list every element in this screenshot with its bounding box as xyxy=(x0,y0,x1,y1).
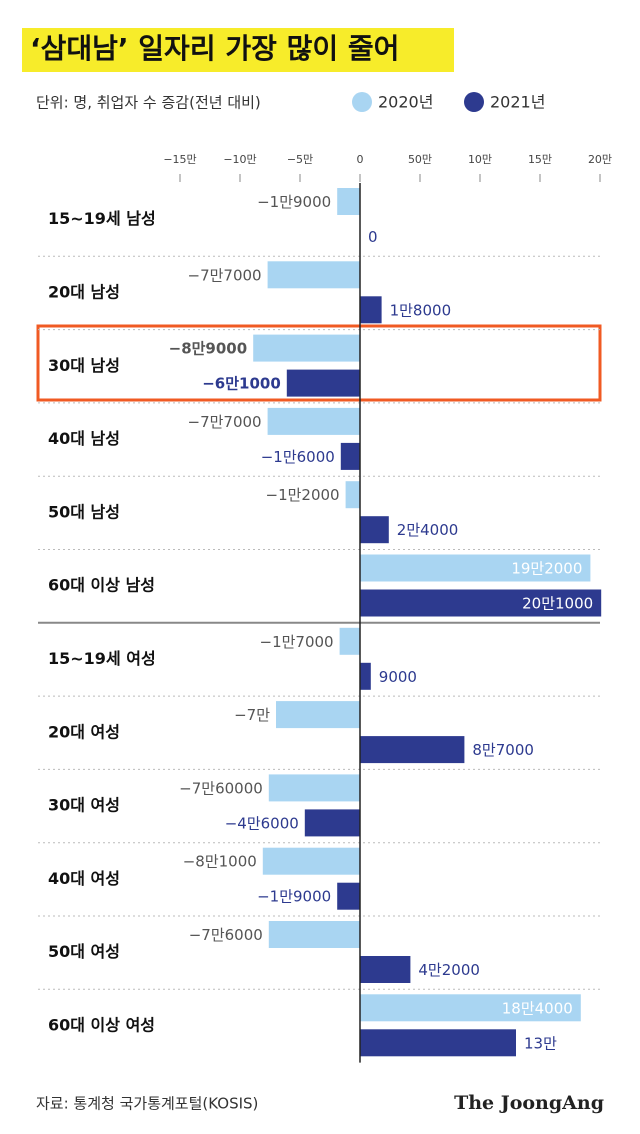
bar xyxy=(262,847,360,875)
value-label: −6만1000 xyxy=(202,375,281,393)
subtitle: 단위: 명, 취업자 수 증감(전년 대비) xyxy=(36,94,261,112)
bar xyxy=(360,1029,516,1057)
category-label: 20대 여성 xyxy=(48,722,120,741)
value-label: −7만6000 xyxy=(189,926,263,944)
value-label: 4만2000 xyxy=(418,961,480,979)
x-tick-label: 10만 xyxy=(468,153,492,166)
category-label: 20대 남성 xyxy=(48,282,120,301)
value-label: −7만60000 xyxy=(179,779,263,797)
source: 자료: 통계청 국가통계포털(KOSIS) xyxy=(36,1095,258,1113)
legend-swatch xyxy=(464,92,484,112)
category-label: 30대 여성 xyxy=(48,796,120,815)
value-label: −1만9000 xyxy=(257,888,331,906)
x-tick-label: −10만 xyxy=(223,153,256,166)
bar xyxy=(360,662,371,690)
value-label: 2만4000 xyxy=(397,521,459,539)
value-label: 13만 xyxy=(524,1034,557,1052)
bar xyxy=(360,956,411,983)
bar xyxy=(360,296,382,324)
value-label: 0 xyxy=(368,228,378,246)
value-label: 19만2000 xyxy=(511,560,582,578)
category-label: 40대 남성 xyxy=(48,429,120,448)
brand: The JoongAng xyxy=(454,1092,604,1114)
bar xyxy=(268,921,360,948)
bar xyxy=(360,554,591,582)
chart-title: ‘삼대남’ 일자리 가장 많이 줄어 xyxy=(30,32,399,65)
value-label: −1만6000 xyxy=(261,448,335,466)
category-label: 30대 남성 xyxy=(48,356,120,375)
value-label: −7만7000 xyxy=(188,413,262,431)
bar xyxy=(253,334,360,362)
value-label: −7만 xyxy=(234,706,270,724)
value-label: −1만9000 xyxy=(257,193,331,211)
bar xyxy=(286,369,360,397)
bar xyxy=(276,701,360,729)
bar xyxy=(345,481,360,509)
bar xyxy=(360,516,389,544)
value-label: −8만1000 xyxy=(183,853,257,871)
value-label: −7만7000 xyxy=(188,266,262,284)
bar xyxy=(360,589,602,617)
bar xyxy=(268,774,360,802)
category-label: 50대 여성 xyxy=(48,942,120,961)
value-label: −1만2000 xyxy=(266,486,340,504)
x-tick-label: 0 xyxy=(357,153,364,166)
value-label: −1만7000 xyxy=(260,633,334,651)
bar xyxy=(340,442,360,470)
highlight-box xyxy=(36,324,602,402)
value-label: 18만4000 xyxy=(502,999,573,1017)
value-label: −4만6000 xyxy=(225,814,299,832)
x-tick-label: 20만 xyxy=(588,153,612,166)
bar xyxy=(267,407,360,435)
category-label: 60대 이상 남성 xyxy=(48,576,155,595)
legend-label: 2021년 xyxy=(490,93,545,112)
category-label: 15~19세 남성 xyxy=(48,209,156,228)
bar xyxy=(337,188,360,215)
category-label: 50대 남성 xyxy=(48,502,120,521)
bar xyxy=(337,882,360,910)
bar xyxy=(360,736,465,764)
value-label: 9000 xyxy=(379,668,417,686)
x-tick-label: −15만 xyxy=(163,153,196,166)
category-label: 15~19세 여성 xyxy=(48,649,156,668)
value-label: 8만7000 xyxy=(472,741,534,759)
bar xyxy=(360,994,581,1022)
legend-swatch xyxy=(352,92,372,112)
x-tick-label: −5만 xyxy=(287,153,313,166)
x-tick-label: 15만 xyxy=(528,153,552,166)
value-label: 20만1000 xyxy=(522,595,593,613)
title-highlight xyxy=(22,28,454,72)
value-label: 1만8000 xyxy=(390,301,452,319)
bar xyxy=(267,261,360,289)
legend-label: 2020년 xyxy=(378,93,433,112)
category-label: 60대 이상 여성 xyxy=(48,1015,155,1034)
bar xyxy=(339,627,360,655)
value-label: −8만9000 xyxy=(169,340,248,358)
bar xyxy=(304,809,360,837)
category-label: 40대 여성 xyxy=(48,869,120,888)
x-tick-label: 50만 xyxy=(408,153,432,166)
